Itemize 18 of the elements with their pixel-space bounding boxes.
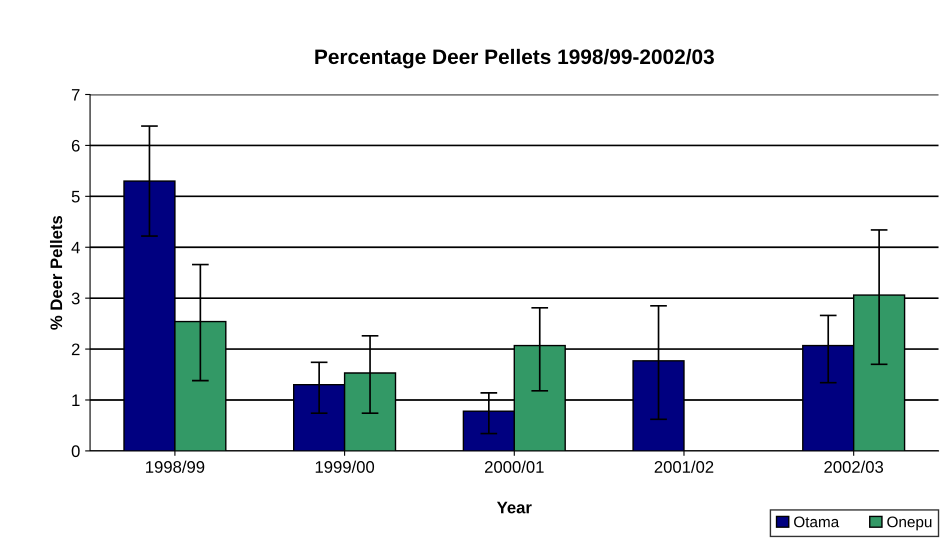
legend-label: Otama <box>794 516 840 528</box>
chart-title: Percentage Deer Pellets 1998/99-2002/03 <box>315 48 714 68</box>
y-tick-label: 0 <box>72 445 80 458</box>
y-tick-label: 1 <box>72 394 80 406</box>
y-tick-label: 5 <box>72 190 80 203</box>
y-tick-label: 4 <box>71 242 80 254</box>
y-tick-label: 2 <box>72 343 80 356</box>
y-axis-title: % Deer Pellets <box>50 216 62 330</box>
y-tick-label: 3 <box>72 292 80 304</box>
y-tick-label: 7 <box>72 89 80 101</box>
x-tick-label: 2001/02 <box>654 460 714 473</box>
x-axis-title: Year <box>496 502 532 514</box>
x-tick-label: 2002/03 <box>824 460 884 473</box>
x-tick-label: 1999/00 <box>316 460 374 473</box>
x-tick-label: 1998/99 <box>146 460 204 473</box>
y-tick-label: 6 <box>72 140 80 152</box>
x-tick-label: 2000/01 <box>485 460 544 473</box>
legend-label: Onepu <box>887 516 932 530</box>
